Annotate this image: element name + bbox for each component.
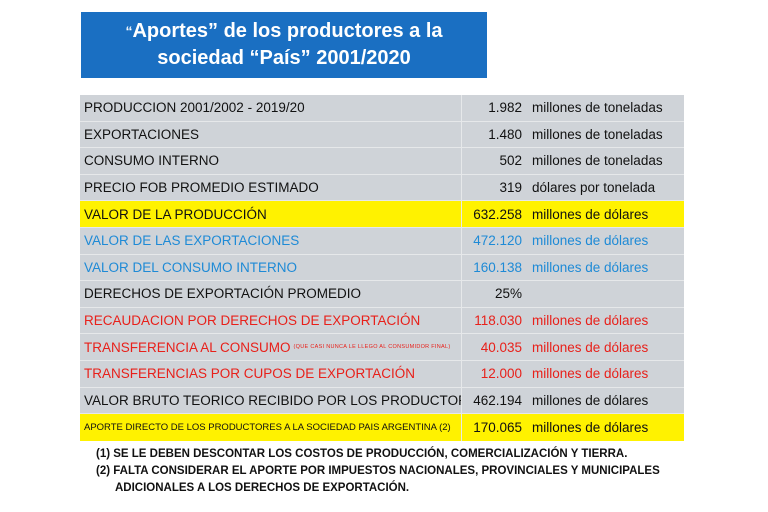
row-unit: millones de dólares bbox=[532, 392, 649, 408]
row-label: VALOR DEL CONSUMO INTERNO bbox=[84, 259, 298, 275]
row-value: 1.480 bbox=[488, 126, 522, 142]
row-label-cell: VALOR DE LA PRODUCCIÓN bbox=[80, 201, 462, 227]
row-value: 319 bbox=[499, 180, 522, 196]
row-unit: millones de dólares bbox=[532, 233, 649, 249]
row-unit: millones de toneladas bbox=[532, 126, 663, 142]
footnotes: (1) SE LE DEBEN DESCONTAR LOS COSTOS DE … bbox=[96, 446, 756, 497]
row-value: 25% bbox=[494, 286, 522, 302]
row-label-cell: PRECIO FOB PROMEDIO ESTIMADO bbox=[80, 174, 462, 201]
row-value: 502 bbox=[499, 153, 522, 169]
row-value: 40.035 bbox=[480, 339, 522, 355]
row-value: 632.258 bbox=[473, 206, 522, 222]
row-label-cell: APORTE DIRECTO DE LOS PRODUCTORES A LA S… bbox=[80, 414, 462, 441]
row-label: CONSUMO INTERNO bbox=[84, 153, 219, 169]
table-row: TRANSFERENCIAS POR CUPOS DE EXPORTACIÓN 1… bbox=[80, 360, 684, 388]
row-label-cell: TRANSFERENCIA AL CONSUMO (QUE CASI NUNCA … bbox=[80, 334, 462, 360]
row-label: VALOR DE LA PRODUCCIÓN bbox=[84, 206, 267, 222]
row-label-cell: VALOR DE LAS EXPORTACIONES bbox=[80, 227, 462, 254]
row-label: TRANSFERENCIA AL CONSUMO bbox=[84, 339, 291, 355]
row-label: TRANSFERENCIAS POR CUPOS DE EXPORTACIÓN bbox=[84, 366, 416, 382]
row-value: 472.120 bbox=[473, 233, 522, 249]
row-unit: millones de toneladas bbox=[532, 100, 663, 116]
row-unit: millones de dólares bbox=[532, 259, 649, 275]
row-label-cell: VALOR DEL CONSUMO INTERNO bbox=[80, 254, 462, 281]
table-row: EXPORTACIONES 1.480 millones de toneladas bbox=[80, 121, 684, 149]
table-row: TRANSFERENCIA AL CONSUMO (QUE CASI NUNCA … bbox=[80, 334, 684, 361]
row-label-cell: EXPORTACIONES bbox=[80, 121, 462, 148]
row-unit: millones de dólares bbox=[532, 419, 649, 435]
table-row: CONSUMO INTERNO 502 millones de toneladas bbox=[80, 148, 684, 175]
row-label-cell: CONSUMO INTERNO bbox=[80, 148, 462, 174]
row-unit: millones de dólares bbox=[532, 206, 649, 222]
row-unit: millones de dólares bbox=[532, 366, 649, 382]
title-line-1: “Aportes” de los productores a la bbox=[81, 18, 487, 45]
row-label-cell: RECAUDACION POR DERECHOS DE EXPORTACIÓN bbox=[80, 307, 462, 334]
table-row: DERECHOS DE EXPORTACIÓN PROMEDIO 25% bbox=[80, 281, 684, 308]
row-label: VALOR BRUTO TEORICO RECIBIDO POR LOS PRO… bbox=[84, 392, 461, 408]
table-row: PRECIO FOB PROMEDIO ESTIMADO 319 dólares p… bbox=[80, 174, 684, 202]
row-label-cell: TRANSFERENCIAS POR CUPOS DE EXPORTACIÓN bbox=[80, 360, 462, 387]
row-label-cell: PRODUCCION 2001/2002 - 2019/20 bbox=[80, 95, 462, 121]
table-row: APORTE DIRECTO DE LOS PRODUCTORES A LA S… bbox=[80, 414, 684, 441]
row-unit: dólares por tonelada bbox=[532, 180, 656, 196]
row-label: DERECHOS DE EXPORTACIÓN PROMEDIO bbox=[84, 286, 362, 302]
table-row: VALOR DE LAS EXPORTACIONES 472.120 millone… bbox=[80, 227, 684, 255]
table-row: RECAUDACION POR DERECHOS DE EXPORTACIÓN 1… bbox=[80, 307, 684, 335]
row-unit: millones de dólares bbox=[532, 313, 649, 329]
title-line-2: sociedad “País” 2001/2020 bbox=[157, 47, 411, 69]
footnote-1: (1) SE LE DEBEN DESCONTAR LOS COSTOS DE … bbox=[96, 448, 628, 460]
footnote-2-continued: ADICIONALES A LOS DERECHOS DE EXPORTACIÓ… bbox=[115, 482, 410, 494]
row-label: APORTE DIRECTO DE LOS PRODUCTORES A LA S… bbox=[84, 421, 451, 433]
title-line-1-text: Aportes” de los productores a la bbox=[132, 20, 443, 42]
table-row: VALOR BRUTO TEORICO RECIBIDO POR LOS PRO… bbox=[80, 387, 684, 415]
data-table: PRODUCCION 2001/2002 - 2019/20 1.982 millo… bbox=[80, 95, 684, 441]
table-row: VALOR DEL CONSUMO INTERNO 160.138 millones… bbox=[80, 254, 684, 282]
row-label-cell: DERECHOS DE EXPORTACIÓN PROMEDIO bbox=[80, 281, 462, 307]
row-label: PRODUCCION 2001/2002 - 2019/20 bbox=[84, 100, 305, 116]
row-value: 1.982 bbox=[488, 100, 522, 116]
title-open-quote: “ bbox=[125, 23, 133, 39]
row-label: EXPORTACIONES bbox=[84, 126, 200, 142]
row-value: 160.138 bbox=[473, 259, 522, 275]
row-value: 12.000 bbox=[480, 366, 522, 382]
footnote-2: (2) FALTA CONSIDERAR EL APORTE POR IMPUE… bbox=[96, 465, 660, 477]
title-banner: “Aportes” de los productores a la socied… bbox=[81, 12, 487, 78]
row-value: 462.194 bbox=[473, 392, 522, 408]
row-unit bbox=[526, 281, 684, 307]
row-label-note: (QUE CASI NUNCA LE LLEGO AL CONSUMIDOR F… bbox=[293, 344, 451, 351]
row-label: PRECIO FOB PROMEDIO ESTIMADO bbox=[84, 180, 319, 196]
table-row: VALOR DE LA PRODUCCIÓN 632.258 millones de… bbox=[80, 201, 684, 228]
table-row: PRODUCCION 2001/2002 - 2019/20 1.982 millo… bbox=[80, 95, 684, 122]
row-label-cell: VALOR BRUTO TEORICO RECIBIDO POR LOS PRO… bbox=[80, 387, 462, 414]
row-unit: millones de dólares bbox=[532, 339, 649, 355]
row-value: 170.065 bbox=[473, 419, 522, 435]
row-label: RECAUDACION POR DERECHOS DE EXPORTACIÓN bbox=[84, 313, 421, 329]
row-label: VALOR DE LAS EXPORTACIONES bbox=[84, 233, 300, 249]
row-value: 118.030 bbox=[474, 313, 522, 329]
row-unit: millones de toneladas bbox=[532, 153, 663, 169]
